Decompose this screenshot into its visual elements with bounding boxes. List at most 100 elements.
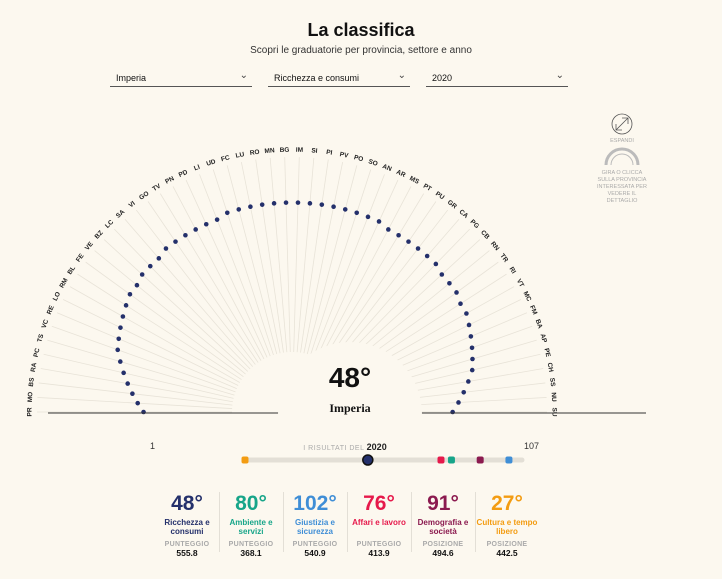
province-dot-ch[interactable] <box>466 379 471 384</box>
sector-stat[interactable]: 91° Demografia e società POSIZIONE 494.6 <box>412 492 474 558</box>
province-dot-lo[interactable] <box>118 325 123 330</box>
province-label-an[interactable]: AN <box>381 163 393 173</box>
province-dot-ap[interactable] <box>470 356 475 362</box>
province-label-ss[interactable]: SS <box>548 377 556 387</box>
province-dot-ms[interactable] <box>386 227 391 232</box>
province-label-ar[interactable]: AR <box>395 169 407 179</box>
slider-marker[interactable] <box>505 456 513 464</box>
province-dot-pt[interactable] <box>396 232 401 238</box>
province-select[interactable]: Imperia ⌄ <box>110 68 252 87</box>
province-dot-ri[interactable] <box>458 301 463 307</box>
province-label-ts[interactable]: TS <box>36 333 45 344</box>
province-label-vt[interactable]: VT <box>515 278 525 289</box>
province-label-nu[interactable]: NU <box>550 392 558 402</box>
province-dot-go[interactable] <box>173 239 178 244</box>
slider-marker[interactable] <box>437 456 445 464</box>
province-label-mn[interactable]: MN <box>264 147 275 155</box>
province-dot-pn[interactable] <box>193 227 198 232</box>
slider-marker[interactable] <box>241 456 249 464</box>
province-label-pu[interactable]: PU <box>434 190 446 201</box>
province-dot-im[interactable] <box>295 200 301 205</box>
province-label-ba[interactable]: BA <box>534 318 544 329</box>
province-dot-rn[interactable] <box>447 280 452 286</box>
province-dot-li[interactable] <box>214 217 220 222</box>
province-label-ra[interactable]: RA <box>30 362 39 373</box>
province-dot-tr[interactable] <box>454 290 459 295</box>
sector-stat[interactable]: 102° Giustizia e sicurezza PUNTEGGIO 540.9 <box>284 492 346 558</box>
year-select[interactable]: 2020 ⌄ <box>426 68 568 87</box>
province-dot-ra[interactable] <box>125 381 130 386</box>
province-dot-ba[interactable] <box>469 345 475 351</box>
province-dot-fm[interactable] <box>468 334 474 339</box>
expand-button[interactable] <box>611 113 633 135</box>
province-dot-su[interactable] <box>450 409 455 415</box>
province-dot-tv[interactable] <box>183 232 188 238</box>
province-label-vc[interactable]: VC <box>41 318 51 329</box>
province-dot-mn[interactable] <box>271 201 277 206</box>
province-dot-lu[interactable] <box>248 204 253 210</box>
province-label-tr[interactable]: TR <box>498 253 509 264</box>
slider-marker[interactable] <box>447 456 455 464</box>
province-label-ca[interactable]: CA <box>458 208 470 220</box>
province-label-si[interactable]: SI <box>311 147 318 155</box>
province-dot-mo[interactable] <box>135 400 141 406</box>
province-label-ap[interactable]: AP <box>539 333 548 344</box>
province-label-fc[interactable]: FC <box>220 154 230 163</box>
province-label-pr[interactable]: PR <box>27 407 34 416</box>
province-dot-po[interactable] <box>342 207 348 212</box>
province-dot-pc[interactable] <box>121 370 126 376</box>
province-label-li[interactable]: LI <box>193 164 201 173</box>
province-dot-ar[interactable] <box>376 219 382 224</box>
province-label-po[interactable]: PO <box>353 154 364 163</box>
province-label-so[interactable]: SO <box>367 158 378 168</box>
province-dot-pg[interactable] <box>433 261 439 267</box>
province-dot-vt[interactable] <box>464 311 469 316</box>
province-dot-pi[interactable] <box>319 202 325 207</box>
province-dot-vc[interactable] <box>115 347 121 353</box>
province-label-fm[interactable]: FM <box>528 304 538 315</box>
province-dot-si[interactable] <box>307 201 313 206</box>
province-dot-ud[interactable] <box>224 210 230 216</box>
province-dot-re[interactable] <box>116 336 122 342</box>
province-label-mo[interactable]: MO <box>27 392 35 403</box>
province-dot-bg[interactable] <box>283 200 289 205</box>
province-label-pd[interactable]: PD <box>178 169 189 179</box>
province-dot-cb[interactable] <box>439 272 445 277</box>
province-label-go[interactable]: GO <box>138 190 150 201</box>
province-label-rn[interactable]: RN <box>489 240 501 252</box>
sector-select[interactable]: Ricchezza e consumi ⌄ <box>268 68 410 87</box>
province-label-vi[interactable]: VI <box>128 200 137 209</box>
province-dot-bl[interactable] <box>123 303 129 308</box>
province-label-fe[interactable]: FE <box>75 252 86 263</box>
province-dot-bs[interactable] <box>130 391 135 396</box>
province-label-pv[interactable]: PV <box>339 151 350 160</box>
province-dot-ca[interactable] <box>424 253 430 259</box>
province-dot-pd[interactable] <box>203 221 209 227</box>
province-dot-bz[interactable] <box>139 272 145 277</box>
province-label-bl[interactable]: BL <box>66 265 77 276</box>
province-dot-ss[interactable] <box>461 389 467 395</box>
province-dot-sa[interactable] <box>156 256 162 261</box>
province-label-cb[interactable]: CB <box>479 229 491 241</box>
province-label-tv[interactable]: TV <box>151 182 162 193</box>
province-label-ms[interactable]: MS <box>408 175 420 186</box>
province-label-pg[interactable]: PG <box>469 218 481 230</box>
province-label-pi[interactable]: PI <box>326 149 333 157</box>
province-label-ri[interactable]: RI <box>508 266 518 275</box>
province-dot-an[interactable] <box>365 214 371 220</box>
province-label-pc[interactable]: PC <box>33 347 42 358</box>
province-label-rm[interactable]: RM <box>59 277 70 289</box>
expand-label[interactable]: ESPANDI <box>610 138 634 144</box>
province-label-lc[interactable]: LC <box>104 219 115 230</box>
province-dot-gr[interactable] <box>415 246 421 251</box>
province-label-lu[interactable]: LU <box>235 151 245 160</box>
province-dot-ro[interactable] <box>259 202 265 207</box>
province-dot-nu[interactable] <box>456 400 461 405</box>
province-label-re[interactable]: RE <box>46 304 56 316</box>
province-dot-ts[interactable] <box>117 359 123 364</box>
province-label-lo[interactable]: LO <box>52 291 62 302</box>
province-dot-so[interactable] <box>354 210 360 216</box>
province-dot-pr[interactable] <box>141 409 146 415</box>
province-dot-fc[interactable] <box>236 207 242 212</box>
